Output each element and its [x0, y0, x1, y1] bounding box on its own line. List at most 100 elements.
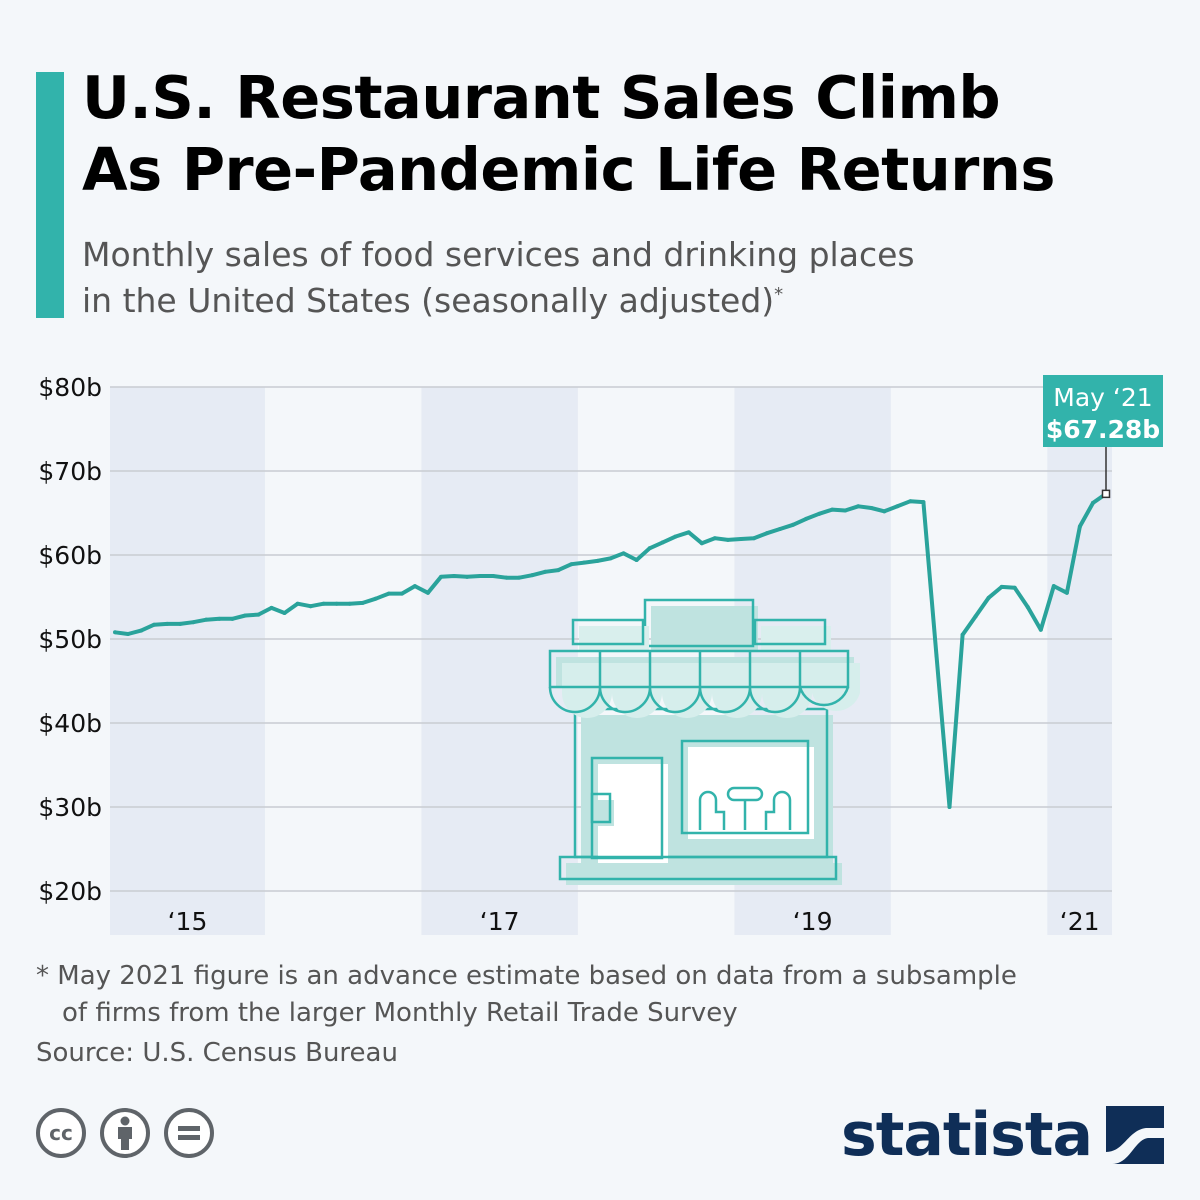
- data-point: [986, 595, 991, 600]
- restaurant-storefront-icon: [548, 598, 860, 885]
- equals-icon: [178, 1126, 200, 1140]
- data-point: [869, 505, 874, 510]
- cc-icon[interactable]: cc: [36, 1108, 86, 1158]
- data-point: [204, 617, 209, 622]
- y-axis-labels: $20b $30b $40b $50b $60b $70b $80b: [38, 373, 102, 906]
- year-band-2017: [421, 387, 578, 935]
- title-line-1: U.S. Restaurant Sales Climb: [82, 63, 1001, 132]
- data-point: [347, 601, 352, 606]
- data-point: [856, 504, 861, 509]
- callout-marker: [1101, 489, 1111, 499]
- y-tick-label: $30b: [38, 793, 102, 822]
- data-point: [517, 575, 522, 580]
- subtitle-line-2: in the United States (seasonally adjuste…: [82, 278, 1142, 324]
- footnote: * May 2021 figure is an advance estimate…: [36, 958, 1156, 1032]
- data-point: [478, 574, 483, 578]
- data-point: [269, 605, 274, 610]
- data-point: [738, 537, 743, 542]
- data-point: [660, 540, 665, 545]
- subtitle-line-2-text: in the United States (seasonally adjuste…: [82, 281, 775, 320]
- y-tick-label: $70b: [38, 457, 102, 486]
- y-tick-label: $40b: [38, 709, 102, 738]
- no-derivatives-icon[interactable]: [164, 1108, 214, 1158]
- data-point: [530, 573, 535, 578]
- data-point: [999, 584, 1004, 589]
- data-point: [621, 551, 626, 556]
- accent-bar: [36, 72, 64, 318]
- data-point: [647, 546, 652, 551]
- data-point: [452, 574, 457, 578]
- data-point: [947, 805, 952, 809]
- year-bands: [110, 387, 1112, 935]
- brand-name: statista: [840, 1100, 1093, 1170]
- data-point: [334, 601, 339, 606]
- data-point: [791, 522, 796, 527]
- data-point: [360, 600, 365, 605]
- callout: May ‘21 $67.28b: [1043, 375, 1163, 499]
- data-point: [412, 584, 417, 589]
- cc-icon-text: cc: [49, 1121, 73, 1145]
- data-point: [1025, 605, 1030, 610]
- y-tick-label: $80b: [38, 373, 102, 402]
- data-point: [178, 621, 183, 626]
- data-point: [634, 558, 639, 563]
- data-point: [1038, 627, 1043, 632]
- y-tick-label: $50b: [38, 625, 102, 654]
- data-point: [113, 630, 117, 635]
- title-line-2: As Pre-Pandemic Life Returns: [82, 135, 1056, 204]
- year-band-2021: [1047, 387, 1112, 935]
- data-point: [217, 616, 222, 621]
- data-point: [1051, 584, 1056, 589]
- license-icons: cc: [36, 1108, 214, 1158]
- attribution-icon[interactable]: [100, 1108, 150, 1158]
- data-point: [165, 621, 170, 626]
- data-point: [817, 511, 822, 516]
- data-point: [1090, 500, 1095, 505]
- data-point: [438, 574, 443, 579]
- data-point: [908, 499, 913, 504]
- data-point: [830, 507, 835, 512]
- data-point: [673, 534, 678, 539]
- data-point: [1012, 585, 1017, 590]
- data-point: [882, 509, 887, 514]
- x-tick-label: ‘15: [168, 907, 208, 936]
- data-point: [373, 596, 378, 601]
- data-point: [934, 653, 939, 658]
- data-point: [569, 562, 574, 567]
- data-point: [256, 612, 261, 617]
- x-axis-labels: ‘15 ‘17 ‘19 ‘21: [168, 907, 1100, 936]
- data-point: [491, 574, 496, 578]
- data-point: [386, 591, 391, 596]
- line-chart: $20b $30b $40b $50b $60b $70b $80b ‘15 ‘17 ‘19 ‘2…: [38, 373, 1163, 936]
- data-point: [1077, 524, 1082, 529]
- data-point: [843, 508, 848, 513]
- x-tick-label: ‘17: [480, 907, 520, 936]
- chart-title: U.S. Restaurant Sales Climb As Pre-Pande…: [82, 62, 1162, 206]
- data-point: [425, 590, 430, 595]
- x-tick-label: ‘19: [793, 907, 833, 936]
- data-point: [282, 610, 287, 615]
- chart-subtitle: Monthly sales of food services and drink…: [82, 232, 1142, 324]
- data-point: [595, 558, 600, 563]
- callout-value: $67.28b: [1046, 415, 1160, 444]
- y-tick-label: $20b: [38, 877, 102, 906]
- data-point: [712, 536, 717, 541]
- source: Source: U.S. Census Bureau: [36, 1038, 398, 1068]
- data-point: [543, 569, 548, 574]
- data-point: [308, 604, 313, 609]
- data-point: [608, 556, 613, 561]
- data-point: [699, 541, 704, 546]
- data-point: [804, 516, 809, 521]
- footnote-line-1: * May 2021 figure is an advance estimate…: [36, 961, 1017, 991]
- data-point: [960, 632, 965, 637]
- data-point: [191, 620, 196, 625]
- year-band-2015: [110, 387, 265, 935]
- data-point: [921, 500, 926, 505]
- data-point: [973, 614, 978, 619]
- data-point: [295, 601, 300, 606]
- data-point: [230, 616, 235, 621]
- statista-logo[interactable]: statista: [841, 1100, 1164, 1170]
- data-point: [504, 575, 509, 580]
- data-point: [126, 631, 131, 636]
- data-point: [465, 574, 470, 579]
